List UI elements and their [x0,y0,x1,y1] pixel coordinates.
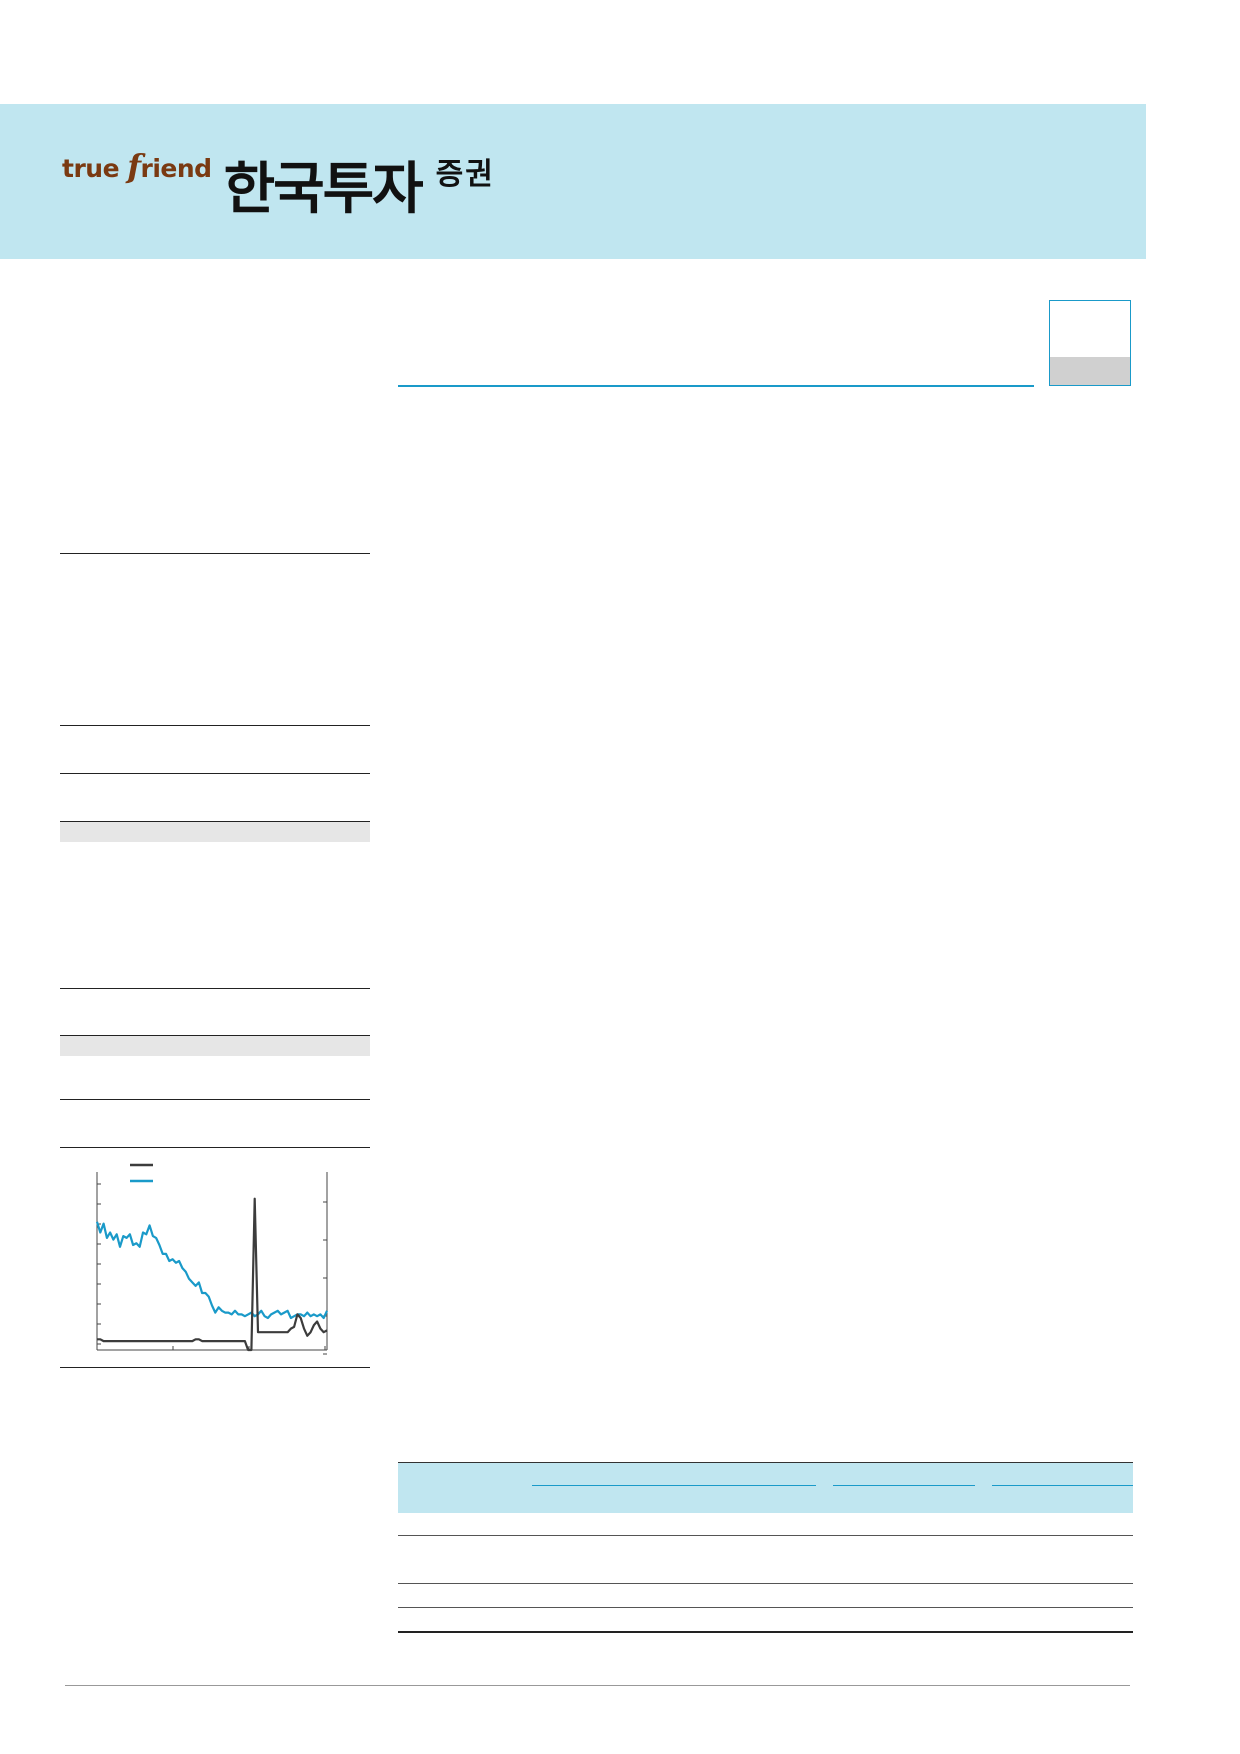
left-rule-9 [60,1367,370,1368]
logo-korean-small: 증권 [435,157,495,192]
title-rule [398,385,1034,387]
rating-box [1049,300,1131,386]
left-rule-5 [60,988,370,989]
left-rule-8 [60,1147,370,1148]
table-header-rule-2 [833,1485,975,1486]
left-rule-7 [60,1099,370,1100]
left-band-1 [60,822,370,842]
footer-rule [65,1685,1130,1686]
chart-series-line [95,1221,328,1320]
table-rule-3 [398,1607,1133,1608]
left-band-2 [60,1036,370,1056]
header-banner [0,104,1146,259]
table-header-rule-3 [992,1485,1133,1486]
table-rule-1 [398,1535,1133,1536]
table-rule-2 [398,1583,1133,1584]
table-header-rule-1 [532,1485,816,1486]
stock-chart [95,1163,328,1355]
logo-english: true friend [62,147,212,185]
rating-box-lower [1050,357,1130,385]
table-rule-4 [398,1631,1133,1633]
left-rule-3 [60,773,370,774]
company-logo: true friend 한국투자 증권 [62,138,495,218]
left-rule-6 [60,1035,370,1036]
left-rule-4 [60,821,370,822]
logo-korean: 한국투자 [223,157,424,222]
chart-series-line [97,1197,328,1352]
table-header [398,1462,1133,1513]
left-rule-2 [60,725,370,726]
left-rule-1 [60,553,370,554]
